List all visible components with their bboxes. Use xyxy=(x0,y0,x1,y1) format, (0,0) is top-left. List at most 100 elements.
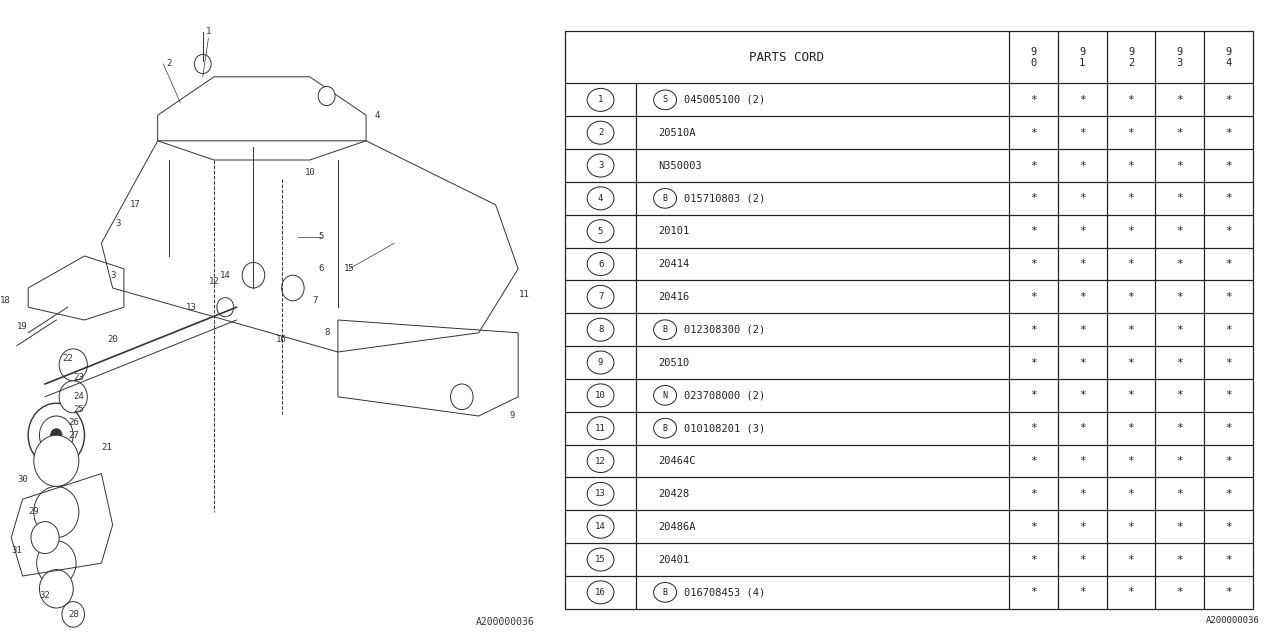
Bar xyxy=(1156,379,1204,412)
Circle shape xyxy=(588,154,614,177)
Bar xyxy=(1107,31,1156,83)
Bar xyxy=(636,149,1009,182)
Text: *: * xyxy=(1176,292,1183,302)
Text: *: * xyxy=(1225,456,1231,466)
Bar xyxy=(564,412,636,445)
Text: B: B xyxy=(663,194,668,203)
Text: 14: 14 xyxy=(220,271,230,280)
Text: *: * xyxy=(1176,522,1183,532)
Bar xyxy=(1156,215,1204,248)
Circle shape xyxy=(319,86,335,106)
Text: 32: 32 xyxy=(40,591,50,600)
Text: *: * xyxy=(1176,554,1183,564)
Text: 15: 15 xyxy=(595,555,605,564)
Text: *: * xyxy=(1128,456,1134,466)
Text: *: * xyxy=(1128,489,1134,499)
Bar xyxy=(1107,379,1156,412)
Bar xyxy=(636,477,1009,510)
Text: B: B xyxy=(663,424,668,433)
Text: *: * xyxy=(1128,522,1134,532)
Circle shape xyxy=(654,189,677,208)
Text: *: * xyxy=(1030,358,1037,367)
Text: *: * xyxy=(1176,358,1183,367)
Bar xyxy=(636,510,1009,543)
Text: 6: 6 xyxy=(319,264,324,273)
Text: 30: 30 xyxy=(17,476,28,484)
Bar xyxy=(1204,149,1253,182)
Circle shape xyxy=(588,483,614,506)
Bar xyxy=(636,379,1009,412)
Bar xyxy=(1156,445,1204,477)
Circle shape xyxy=(588,515,614,538)
Bar xyxy=(1156,83,1204,116)
Text: *: * xyxy=(1128,423,1134,433)
Circle shape xyxy=(654,90,677,109)
Text: *: * xyxy=(1030,324,1037,335)
Circle shape xyxy=(588,285,614,308)
Bar xyxy=(636,543,1009,576)
Text: 4: 4 xyxy=(598,194,603,203)
Text: *: * xyxy=(1128,358,1134,367)
Bar xyxy=(564,116,636,149)
Bar xyxy=(1156,412,1204,445)
Text: *: * xyxy=(1079,95,1085,105)
Circle shape xyxy=(654,320,677,340)
Text: 20464C: 20464C xyxy=(658,456,695,466)
Bar xyxy=(1057,83,1107,116)
Bar xyxy=(636,116,1009,149)
Text: 19: 19 xyxy=(17,322,28,331)
Text: N350003: N350003 xyxy=(658,161,701,170)
Bar xyxy=(1204,182,1253,215)
Text: 9: 9 xyxy=(509,412,515,420)
Text: 20101: 20101 xyxy=(658,226,689,236)
Bar xyxy=(1204,248,1253,280)
Text: 023708000 (2): 023708000 (2) xyxy=(684,390,765,401)
Bar xyxy=(1057,248,1107,280)
Text: 17: 17 xyxy=(129,200,141,209)
Bar xyxy=(1009,477,1057,510)
Text: 9
3: 9 3 xyxy=(1176,47,1183,68)
Bar xyxy=(1204,346,1253,379)
Bar xyxy=(1204,412,1253,445)
Text: *: * xyxy=(1225,226,1231,236)
Text: A200000036: A200000036 xyxy=(1206,616,1260,625)
Bar xyxy=(636,576,1009,609)
Text: 20401: 20401 xyxy=(658,554,689,564)
Text: 9
1: 9 1 xyxy=(1079,47,1085,68)
Bar xyxy=(1057,445,1107,477)
Text: *: * xyxy=(1030,554,1037,564)
Text: 22: 22 xyxy=(63,354,73,363)
Bar xyxy=(564,31,1009,83)
Text: *: * xyxy=(1225,554,1231,564)
Text: 20414: 20414 xyxy=(658,259,689,269)
Circle shape xyxy=(451,384,474,410)
Text: *: * xyxy=(1225,95,1231,105)
Circle shape xyxy=(37,541,76,586)
Text: *: * xyxy=(1079,324,1085,335)
Text: *: * xyxy=(1128,226,1134,236)
Text: *: * xyxy=(1128,390,1134,401)
Text: 9: 9 xyxy=(598,358,603,367)
Text: 5: 5 xyxy=(598,227,603,236)
Text: *: * xyxy=(1176,161,1183,170)
Bar xyxy=(1009,248,1057,280)
Text: 23: 23 xyxy=(73,373,84,382)
Bar xyxy=(636,280,1009,313)
Text: 20486A: 20486A xyxy=(658,522,695,532)
Text: *: * xyxy=(1030,588,1037,597)
Text: *: * xyxy=(1030,390,1037,401)
Text: 28: 28 xyxy=(68,610,78,619)
Text: *: * xyxy=(1030,128,1037,138)
Text: 5: 5 xyxy=(319,232,324,241)
Bar xyxy=(1057,280,1107,313)
Bar xyxy=(1107,346,1156,379)
Text: 13: 13 xyxy=(186,303,197,312)
Text: *: * xyxy=(1176,324,1183,335)
Circle shape xyxy=(588,253,614,276)
Text: *: * xyxy=(1176,259,1183,269)
Circle shape xyxy=(588,449,614,472)
Text: *: * xyxy=(1079,226,1085,236)
Bar xyxy=(1107,543,1156,576)
Text: 012308300 (2): 012308300 (2) xyxy=(684,324,765,335)
Text: N: N xyxy=(663,391,668,400)
